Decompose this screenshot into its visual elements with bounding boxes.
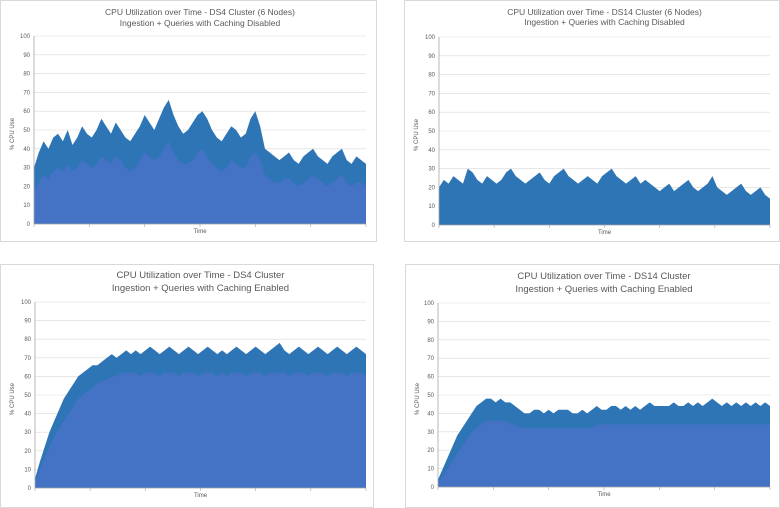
y-tick-label: 50 bbox=[23, 128, 30, 134]
series-area-0 bbox=[439, 168, 770, 225]
x-axis-label: Time bbox=[597, 492, 611, 498]
chart-panel-ds4-caching-disabled: CPU Utilization over Time - DS4 Cluster … bbox=[0, 0, 377, 242]
y-tick-label: 60 bbox=[427, 375, 434, 381]
y-axis-label: % CPU Use bbox=[10, 117, 16, 150]
y-axis-label: % CPU Use bbox=[414, 118, 420, 151]
y-tick-label: 10 bbox=[428, 204, 435, 210]
x-axis-label: Time bbox=[194, 493, 208, 499]
y-tick-label: 90 bbox=[24, 319, 31, 325]
y-tick-label: 100 bbox=[424, 301, 435, 307]
y-tick-label: 100 bbox=[21, 300, 32, 306]
y-tick-label: 0 bbox=[431, 485, 435, 491]
y-tick-label: 20 bbox=[427, 448, 434, 454]
y-tick-label: 40 bbox=[24, 412, 31, 418]
series-area-1 bbox=[35, 372, 366, 488]
y-tick-label: 30 bbox=[427, 430, 434, 436]
chart-title: CPU Utilization over Time - DS14 Cluster… bbox=[507, 7, 702, 17]
y-tick-label: 0 bbox=[432, 223, 436, 229]
chart-subtitle: Ingestion + Queries with Caching Disable… bbox=[120, 18, 281, 28]
y-tick-label: 50 bbox=[24, 393, 31, 399]
y-tick-label: 80 bbox=[427, 338, 434, 344]
chart-subtitle: Ingestion + Queries with Caching Enabled bbox=[112, 283, 289, 294]
y-tick-label: 50 bbox=[427, 393, 434, 399]
y-tick-label: 90 bbox=[427, 319, 434, 325]
y-tick-label: 90 bbox=[23, 53, 30, 59]
y-tick-label: 10 bbox=[427, 467, 434, 473]
chart-panel-ds14-caching-enabled: CPU Utilization over Time - DS14 Cluster… bbox=[405, 264, 780, 508]
chart-panel-ds14-caching-disabled: CPU Utilization over Time - DS14 Cluster… bbox=[404, 0, 780, 242]
y-tick-label: 10 bbox=[23, 203, 30, 209]
y-tick-label: 80 bbox=[24, 337, 31, 343]
y-tick-label: 20 bbox=[428, 185, 435, 191]
series-area-1 bbox=[438, 420, 770, 487]
y-tick-label: 100 bbox=[20, 34, 31, 40]
y-tick-label: 0 bbox=[28, 486, 32, 492]
chart-panel-ds4-caching-enabled: CPU Utilization over Time - DS4 Cluster I… bbox=[0, 264, 374, 508]
y-tick-label: 40 bbox=[428, 148, 435, 154]
series-area-1 bbox=[34, 141, 366, 224]
y-tick-label: 60 bbox=[23, 109, 30, 115]
y-tick-label: 60 bbox=[428, 110, 435, 116]
chart-title: CPU Utilization over Time - DS4 Cluster bbox=[117, 270, 285, 281]
chart-title: CPU Utilization over Time - DS4 Cluster … bbox=[105, 7, 295, 17]
x-axis-label: Time bbox=[598, 230, 612, 236]
y-tick-label: 30 bbox=[428, 167, 435, 173]
x-axis-label: Time bbox=[193, 229, 207, 235]
y-axis-label: % CPU Use bbox=[10, 382, 16, 415]
chart-ds14-caching-enabled: CPU Utilization over Time - DS14 Cluster… bbox=[415, 271, 771, 498]
y-tick-label: 70 bbox=[427, 356, 434, 362]
chart-ds4-caching-enabled: CPU Utilization over Time - DS4 Cluster I… bbox=[10, 270, 367, 499]
y-tick-label: 30 bbox=[23, 166, 30, 172]
chart-ds14-caching-disabled: CPU Utilization over Time - DS14 Cluster… bbox=[414, 7, 771, 236]
y-tick-label: 60 bbox=[24, 374, 31, 380]
y-tick-label: 20 bbox=[23, 184, 30, 190]
y-tick-label: 90 bbox=[428, 54, 435, 60]
y-axis-label: % CPU Use bbox=[415, 382, 421, 415]
y-tick-label: 100 bbox=[425, 35, 436, 41]
y-tick-label: 70 bbox=[23, 90, 30, 96]
chart-title: CPU Utilization over Time - DS14 Cluster bbox=[517, 271, 690, 282]
y-tick-label: 50 bbox=[428, 129, 435, 135]
y-tick-label: 10 bbox=[24, 467, 31, 473]
y-tick-label: 20 bbox=[24, 449, 31, 455]
y-tick-label: 70 bbox=[428, 91, 435, 97]
y-tick-label: 0 bbox=[27, 222, 31, 228]
y-tick-label: 40 bbox=[427, 411, 434, 417]
y-tick-label: 40 bbox=[23, 147, 30, 153]
chart-subtitle: Ingestion + Queries with Caching Disable… bbox=[524, 17, 685, 27]
y-tick-label: 80 bbox=[23, 72, 30, 78]
y-tick-label: 70 bbox=[24, 356, 31, 362]
y-tick-label: 30 bbox=[24, 430, 31, 436]
chart-ds4-caching-disabled: CPU Utilization over Time - DS4 Cluster … bbox=[10, 7, 367, 235]
y-tick-label: 80 bbox=[428, 73, 435, 79]
chart-subtitle: Ingestion + Queries with Caching Enabled bbox=[515, 284, 692, 295]
